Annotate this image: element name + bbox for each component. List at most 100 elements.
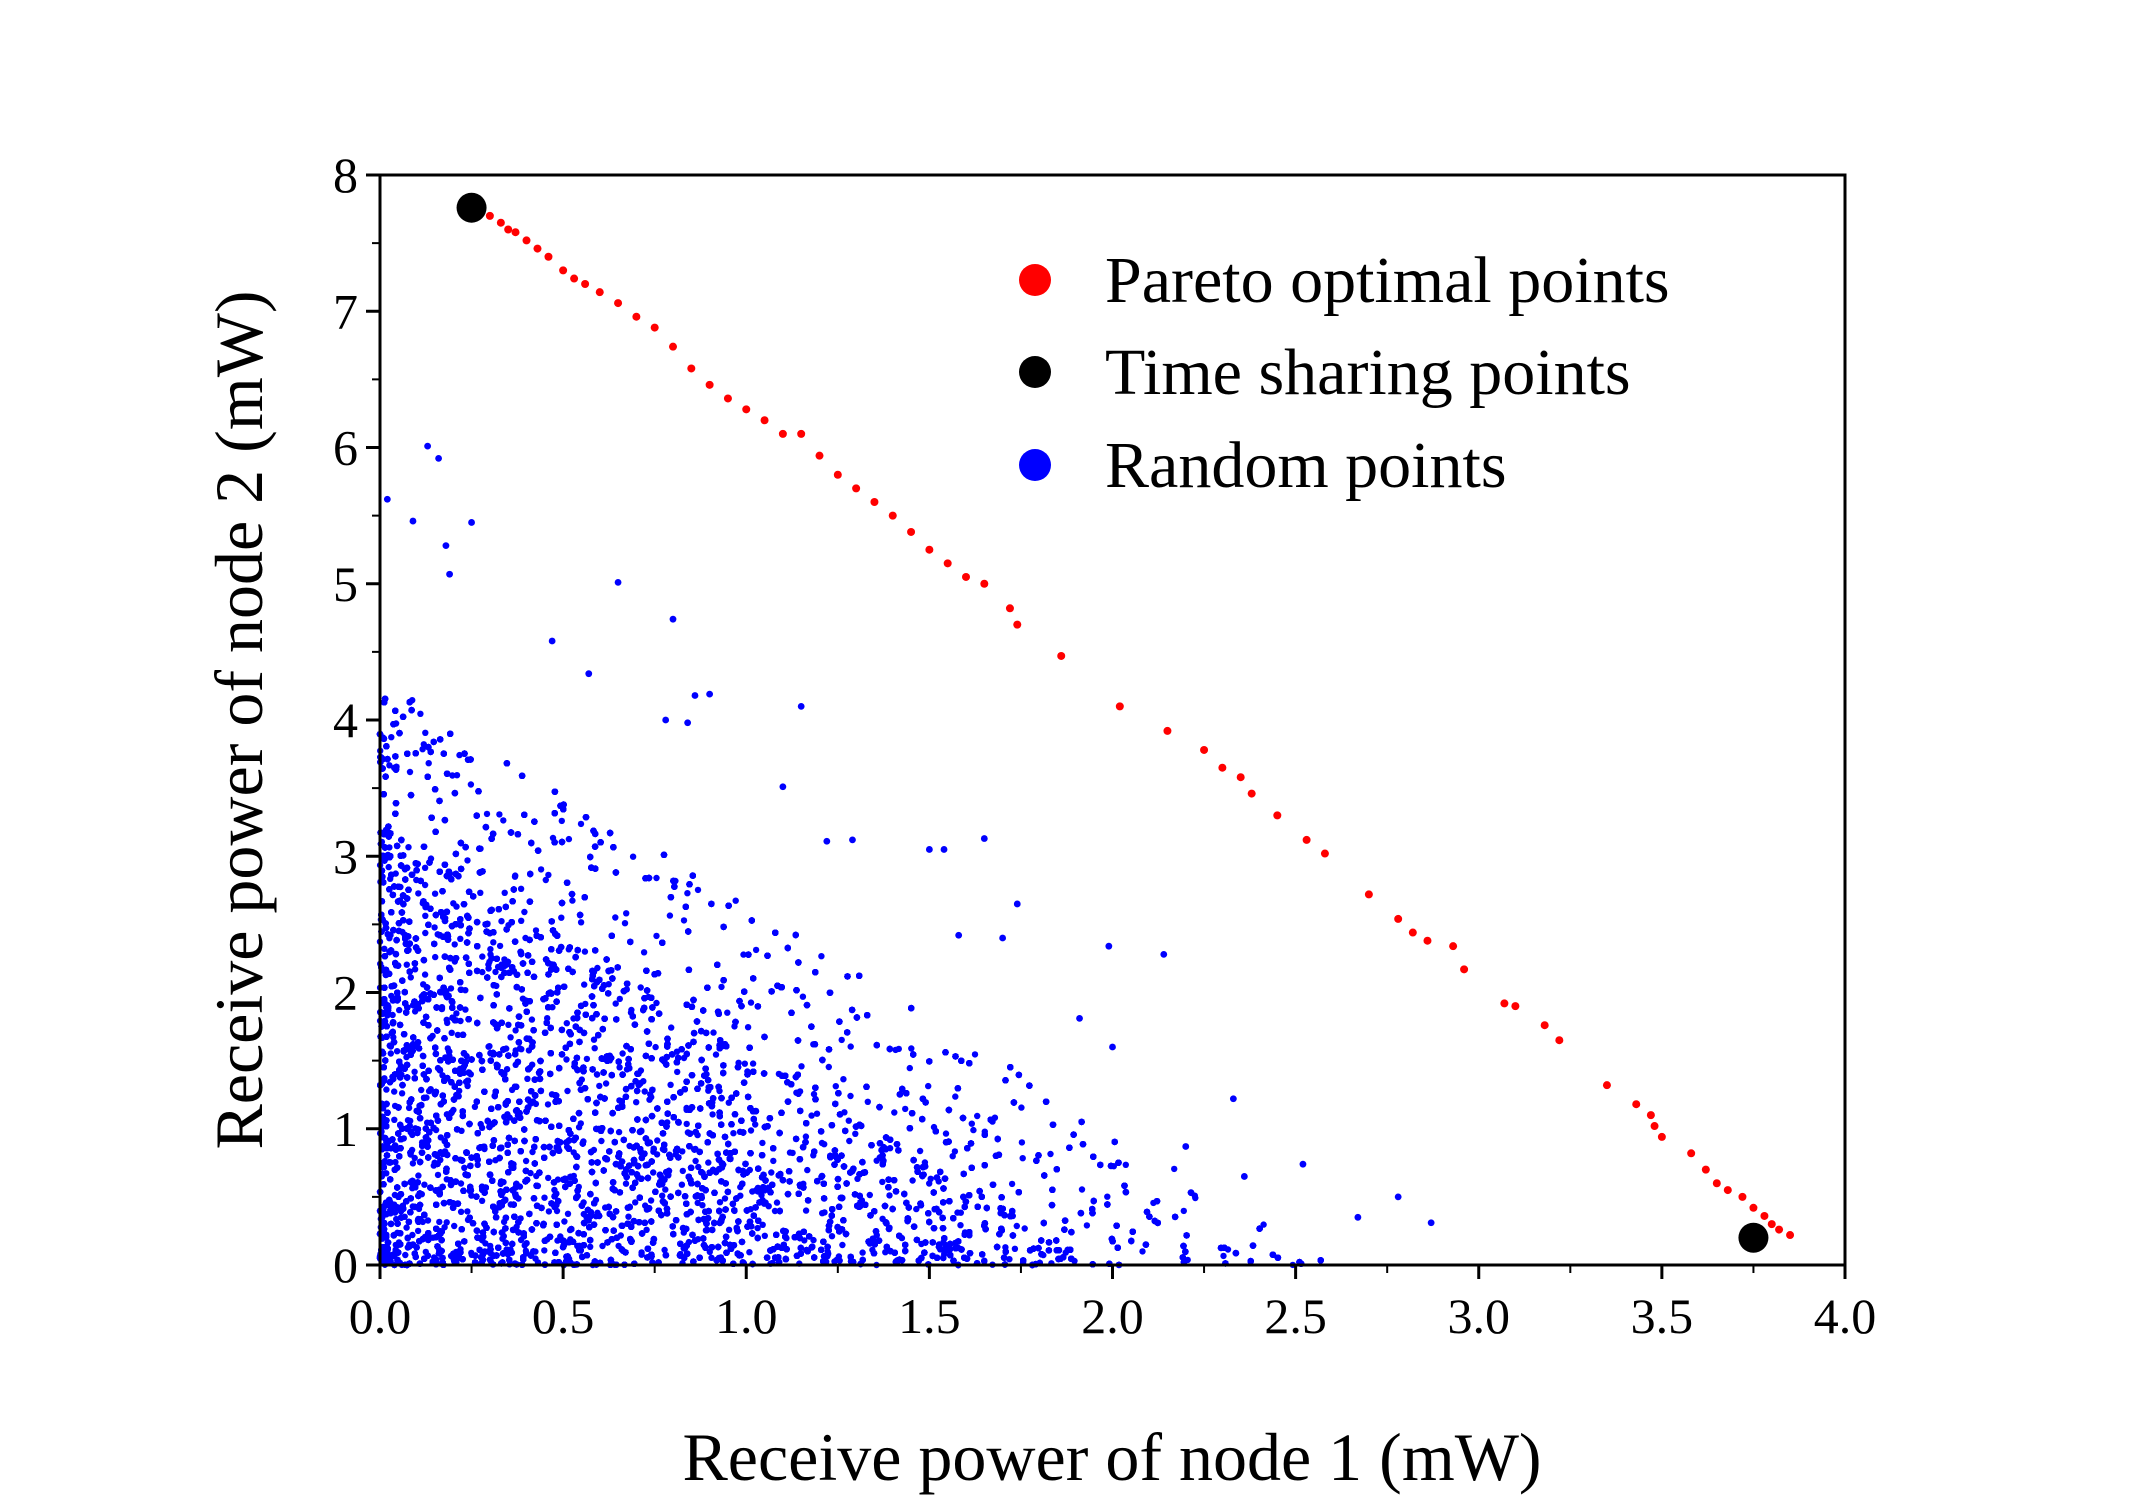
random-point	[746, 1249, 753, 1256]
random-point	[652, 1043, 659, 1051]
random-point	[599, 1242, 606, 1250]
random-point	[541, 1194, 548, 1201]
random-point	[846, 1137, 853, 1145]
random-point	[1008, 1180, 1016, 1188]
random-point	[673, 1048, 681, 1055]
random-point	[879, 1178, 886, 1186]
random-point	[565, 835, 573, 843]
random-point	[439, 1072, 446, 1079]
random-point	[1104, 1193, 1111, 1200]
random-point	[640, 949, 648, 956]
random-point	[500, 817, 507, 824]
random-point	[810, 1236, 817, 1244]
random-point	[561, 1218, 568, 1225]
random-point	[415, 1172, 422, 1179]
random-point	[754, 1224, 761, 1232]
random-point	[954, 1209, 961, 1216]
random-point	[818, 953, 825, 960]
random-point	[477, 889, 484, 896]
random-point	[485, 965, 492, 972]
random-point	[615, 1128, 623, 1136]
random-point	[477, 1120, 484, 1128]
random-point	[409, 1231, 416, 1239]
random-point	[813, 1110, 821, 1117]
random-point	[1260, 1221, 1267, 1228]
random-point	[411, 1154, 418, 1162]
random-point	[866, 1191, 873, 1199]
random-point	[725, 1099, 732, 1106]
random-point	[405, 844, 412, 851]
random-point	[623, 910, 630, 917]
random-point	[668, 1024, 675, 1031]
random-point	[804, 1166, 811, 1174]
random-point	[425, 1087, 433, 1095]
random-point	[612, 1000, 619, 1007]
random-point	[563, 1020, 570, 1027]
random-point	[479, 953, 486, 960]
random-point	[749, 1060, 757, 1067]
random-point	[1122, 1161, 1130, 1169]
random-point	[403, 961, 410, 968]
random-point	[1018, 1104, 1025, 1111]
random-point	[422, 929, 429, 937]
random-point	[708, 1254, 715, 1262]
random-point	[591, 1045, 598, 1052]
random-point	[449, 772, 456, 779]
random-point	[521, 908, 528, 916]
random-point	[821, 1209, 828, 1216]
random-point	[679, 1167, 686, 1175]
random-point	[478, 1197, 486, 1205]
random-point	[643, 1226, 650, 1234]
random-point	[942, 1130, 950, 1137]
random-point	[616, 995, 623, 1003]
random-point	[537, 866, 545, 873]
random-point	[654, 1137, 661, 1144]
random-point	[464, 1208, 471, 1215]
random-point	[1011, 1245, 1019, 1253]
random-point	[448, 1029, 455, 1037]
random-point	[638, 1249, 645, 1256]
random-point	[705, 1159, 712, 1166]
random-point	[593, 1071, 601, 1078]
random-point	[490, 939, 497, 946]
random-point	[612, 914, 619, 921]
random-point	[1083, 1222, 1091, 1229]
random-point	[577, 919, 585, 926]
random-point	[404, 1117, 412, 1124]
random-point	[802, 1133, 810, 1140]
random-point	[587, 1243, 594, 1251]
random-point	[504, 1111, 511, 1118]
random-point	[391, 1088, 398, 1095]
random-point	[725, 1226, 733, 1234]
random-point	[518, 917, 525, 924]
random-point	[545, 871, 552, 879]
random-point	[832, 1083, 839, 1090]
random-point	[633, 1099, 640, 1106]
random-point	[667, 1081, 674, 1089]
random-point	[411, 966, 419, 973]
random-point	[386, 762, 393, 769]
random-point	[522, 1157, 530, 1165]
random-point	[747, 999, 755, 1006]
random-point	[1047, 1150, 1054, 1158]
random-point	[436, 1218, 443, 1226]
random-point	[789, 1149, 796, 1157]
random-point	[541, 1247, 548, 1254]
random-point	[447, 985, 455, 992]
random-point	[773, 1199, 781, 1206]
random-point	[558, 914, 565, 921]
random-point	[683, 1120, 690, 1128]
random-point	[662, 1186, 669, 1193]
random-points-layer	[376, 442, 1435, 1269]
random-point	[471, 1103, 479, 1111]
random-point	[974, 1112, 981, 1120]
random-point	[518, 1046, 525, 1053]
random-point	[759, 1221, 766, 1229]
random-point	[564, 1210, 572, 1218]
random-point	[523, 1240, 530, 1247]
random-point	[1013, 1222, 1020, 1230]
random-point	[892, 1046, 899, 1054]
random-point	[581, 981, 588, 988]
random-point	[759, 1139, 766, 1147]
random-point	[457, 1208, 465, 1216]
